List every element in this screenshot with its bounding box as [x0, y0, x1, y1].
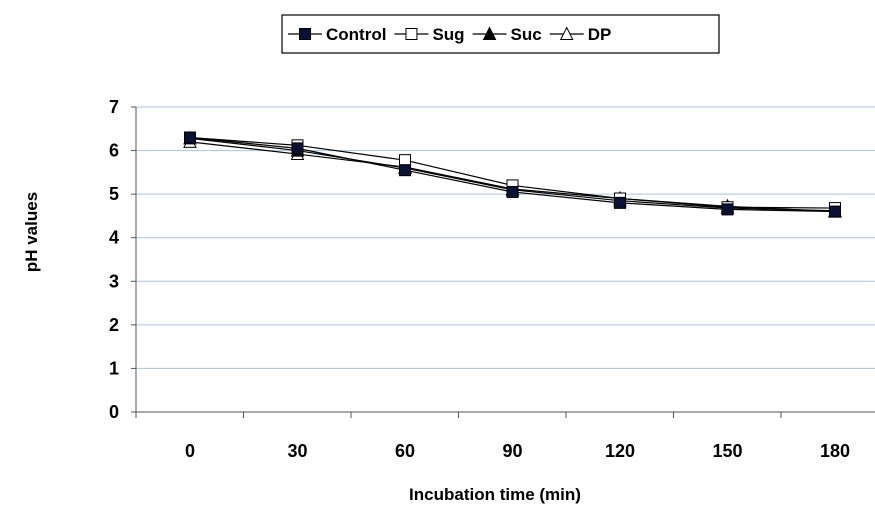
legend-marker-sug [405, 28, 418, 40]
marker-control-0 [184, 131, 196, 144]
legend-label-control: Control [326, 25, 386, 44]
series-markers [183, 130, 842, 218]
x-tick-label-60: 60 [395, 441, 415, 461]
x-tick-label-90: 90 [502, 441, 522, 461]
marker-control-150 [721, 203, 734, 216]
legend-label-sug: Sug [432, 25, 464, 44]
y-tick-label-7: 7 [109, 97, 119, 117]
legend-label-dp: DP [588, 25, 612, 44]
gridlines [136, 106, 875, 369]
y-tick-label-1: 1 [109, 358, 119, 378]
x-tick-label-180: 180 [820, 441, 850, 461]
marker-sug-60 [399, 154, 411, 167]
marker-control-60 [399, 164, 411, 177]
legend: Control Sug Suc DP [281, 14, 720, 54]
y-axis-title: pH values [22, 192, 41, 272]
marker-control-120 [614, 196, 626, 209]
x-tick-label-30: 30 [287, 441, 307, 461]
axes [131, 106, 875, 418]
legend-marker-suc [482, 26, 497, 40]
y-tick-label-0: 0 [109, 402, 119, 422]
y-tick-label-6: 6 [109, 141, 119, 161]
series-line-dp [189, 141, 836, 213]
x-tick-label-150: 150 [712, 441, 742, 461]
y-tick-label-3: 3 [109, 271, 119, 291]
marker-control-30 [291, 142, 304, 155]
y-tick-label-5: 5 [109, 184, 119, 204]
y-tick-label-4: 4 [109, 228, 119, 248]
legend-marker-dp [559, 26, 574, 40]
y-tick-labels: 0 1 2 3 4 5 6 7 [109, 97, 119, 422]
marker-control-180 [829, 205, 841, 218]
marker-control-90 [506, 185, 519, 198]
series-lines [189, 136, 836, 213]
x-axis-title: Incubation time (min) [409, 485, 581, 504]
legend-marker-control [299, 28, 311, 40]
x-tick-label-0: 0 [185, 441, 195, 461]
legend-label-suc: Suc [511, 25, 542, 44]
series-line-control [189, 136, 836, 213]
y-tick-label-2: 2 [109, 315, 119, 335]
x-tick-labels: 0 30 60 90 120 150 180 [185, 441, 850, 461]
x-tick-label-120: 120 [605, 441, 635, 461]
series-line-suc [189, 137, 836, 212]
